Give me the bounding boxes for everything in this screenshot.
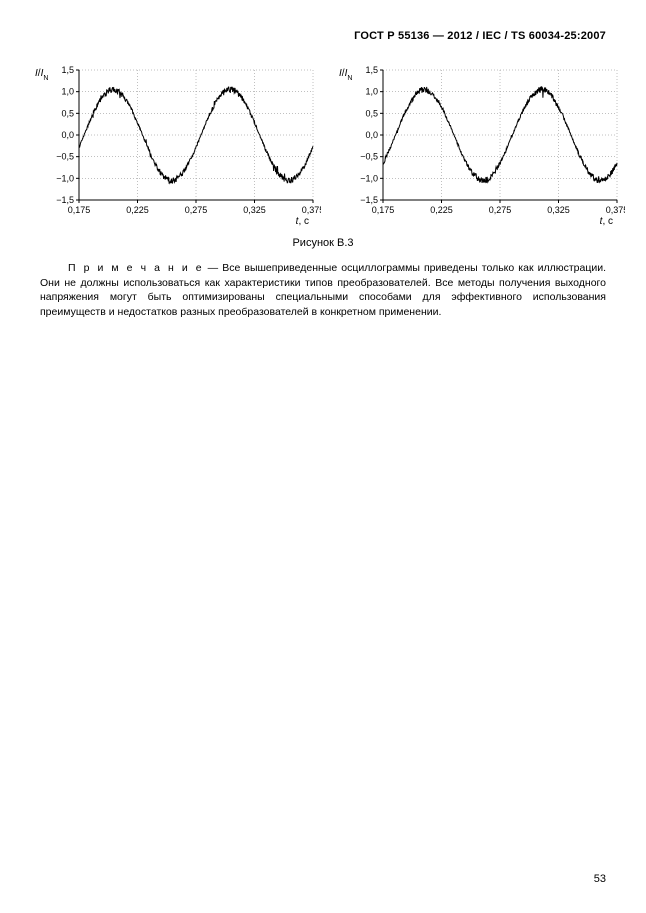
svg-text:t, c: t, c [600,216,613,227]
svg-text:1,5: 1,5 [365,65,378,75]
svg-text:0,175: 0,175 [372,205,395,215]
note-leadin: П р и м е ч а н и е [68,262,204,274]
doc-header: ГОСТ Р 55136 — 2012 / IEC / TS 60034-25:… [40,30,606,42]
svg-text:0,275: 0,275 [185,205,208,215]
svg-text:0,325: 0,325 [547,205,570,215]
svg-text:−1,5: −1,5 [56,195,74,205]
svg-text:−0,5: −0,5 [56,152,74,162]
figure-caption: Рисунок В.3 [40,237,606,249]
doc-standard-code: ГОСТ Р 55136 — 2012 / IEC / TS 60034-25:… [354,30,606,42]
svg-text:0,175: 0,175 [68,205,91,215]
note-paragraph: П р и м е ч а н и е — Все вышеприведенны… [40,261,606,320]
svg-text:0,275: 0,275 [489,205,512,215]
svg-text:0,375: 0,375 [302,205,321,215]
svg-text:t, c: t, c [296,216,309,227]
svg-text:1,0: 1,0 [61,87,74,97]
svg-text:−1,0: −1,0 [360,173,378,183]
svg-text:1,0: 1,0 [365,87,378,97]
svg-text:0,375: 0,375 [606,205,625,215]
svg-text:0,5: 0,5 [61,108,74,118]
svg-text:0,225: 0,225 [126,205,149,215]
svg-text:0,0: 0,0 [365,130,378,140]
svg-text:1,5: 1,5 [61,65,74,75]
svg-text:−0,5: −0,5 [360,152,378,162]
svg-text:0,325: 0,325 [243,205,266,215]
chart-right: −1,5 −1,0 −0,5 0,0 0,5 1,0 1,5 0,175 0,225 0,275 0… [325,58,625,233]
chart-left: −1,5 −1,0 −0,5 0,0 0,5 1,0 1,5 0,175 0,225 0,275 0… [21,58,321,233]
oscillogram-left: −1,5 −1,0 −0,5 0,0 0,5 1,0 1,5 0,175 0,225 0,275 0… [21,58,321,228]
oscillogram-right: −1,5 −1,0 −0,5 0,0 0,5 1,0 1,5 0,175 0,225 0,275 0… [325,58,625,228]
svg-text:−1,5: −1,5 [360,195,378,205]
svg-text:−1,0: −1,0 [56,173,74,183]
svg-text:0,225: 0,225 [430,205,453,215]
charts-row: −1,5 −1,0 −0,5 0,0 0,5 1,0 1,5 0,175 0,225 0,275 0… [20,58,626,233]
svg-text:0,0: 0,0 [61,130,74,140]
svg-text:0,5: 0,5 [365,108,378,118]
page-number: 53 [594,873,606,885]
